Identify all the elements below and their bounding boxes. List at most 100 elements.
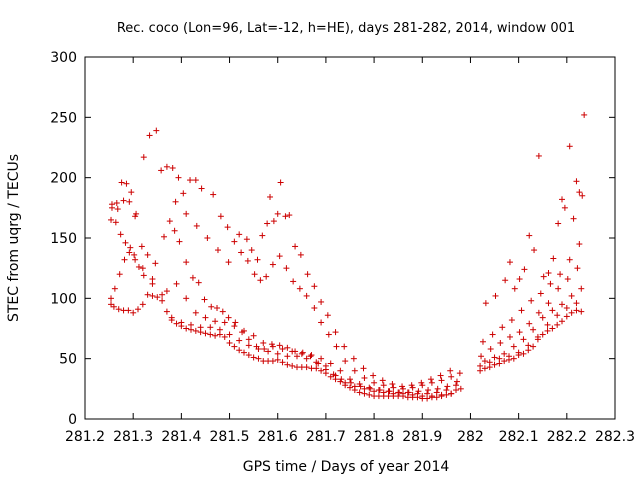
data-point xyxy=(528,297,535,304)
data-point xyxy=(277,179,284,186)
data-point xyxy=(341,343,348,350)
data-point xyxy=(477,362,484,369)
data-point xyxy=(257,277,264,284)
data-point xyxy=(216,326,223,333)
data-point xyxy=(161,233,168,240)
data-point xyxy=(192,309,199,316)
data-point xyxy=(198,185,205,192)
data-point xyxy=(453,382,459,389)
data-point xyxy=(390,390,397,397)
x-tick-label: 281.2 xyxy=(65,429,105,445)
data-point xyxy=(434,385,441,392)
data-point xyxy=(163,308,170,315)
data-point xyxy=(350,355,357,362)
data-point xyxy=(389,381,396,388)
data-point xyxy=(282,213,289,220)
x-axis-label: GPS time / Days of year 2014 xyxy=(243,459,450,475)
data-point xyxy=(123,180,130,187)
data-point xyxy=(149,276,156,283)
data-point xyxy=(570,215,577,222)
data-point xyxy=(152,260,159,267)
data-point xyxy=(360,365,367,372)
data-point xyxy=(303,355,310,362)
data-point xyxy=(557,271,564,278)
data-point xyxy=(366,391,373,398)
data-point xyxy=(559,301,565,308)
data-point xyxy=(197,324,204,331)
data-point xyxy=(544,321,551,328)
data-point xyxy=(269,261,276,268)
data-point xyxy=(566,256,573,263)
data-point xyxy=(183,325,190,332)
data-point xyxy=(554,321,561,328)
data-point xyxy=(208,303,215,310)
data-point xyxy=(564,276,571,283)
data-point xyxy=(386,388,393,395)
y-axis: 0 50 100 150 200 250 300 xyxy=(50,50,615,428)
data-point xyxy=(559,318,565,325)
data-point xyxy=(214,304,221,311)
data-point xyxy=(438,391,445,398)
data-point xyxy=(292,243,299,250)
data-point xyxy=(525,342,532,349)
x-tick-label: 281.8 xyxy=(354,429,394,445)
data-point xyxy=(192,177,199,184)
data-point xyxy=(356,389,363,396)
data-point xyxy=(254,256,261,263)
data-point xyxy=(226,339,233,346)
data-point xyxy=(516,329,523,336)
data-point xyxy=(120,197,127,204)
data-point xyxy=(183,259,190,266)
data-point xyxy=(535,152,542,159)
x-axis: 281.2 281.3 281.4 281.5 281.6 281.7 281.8 281.9… xyxy=(65,57,635,445)
data-point xyxy=(501,350,508,357)
data-point xyxy=(347,384,353,391)
data-point xyxy=(303,364,310,371)
data-point xyxy=(231,323,238,330)
data-point xyxy=(173,280,180,287)
data-point xyxy=(219,308,226,315)
data-point xyxy=(299,349,306,356)
data-point xyxy=(226,331,233,338)
data-point xyxy=(274,356,281,363)
data-point xyxy=(563,304,570,311)
data-point xyxy=(338,376,345,383)
data-point xyxy=(574,265,581,272)
data-point xyxy=(276,253,283,260)
data-point xyxy=(243,236,250,243)
data-point xyxy=(298,350,305,357)
data-point xyxy=(245,336,252,343)
y-tick-label: 0 xyxy=(68,412,77,428)
data-point xyxy=(261,346,268,353)
data-point xyxy=(491,354,498,361)
data-point xyxy=(259,232,266,239)
data-point xyxy=(139,301,146,308)
data-point xyxy=(193,222,200,229)
data-point xyxy=(481,365,488,372)
data-point xyxy=(427,376,434,383)
data-point xyxy=(303,292,310,299)
data-points xyxy=(108,111,588,402)
data-point xyxy=(202,314,209,321)
data-point xyxy=(265,348,272,355)
data-point xyxy=(153,127,160,134)
data-point xyxy=(380,382,387,389)
data-point xyxy=(370,372,377,379)
data-point xyxy=(176,238,183,245)
data-point xyxy=(390,384,397,391)
data-point xyxy=(347,376,353,383)
data-point xyxy=(173,320,180,327)
data-point xyxy=(478,353,485,360)
data-point xyxy=(297,251,304,258)
data-point xyxy=(479,338,486,345)
y-tick-label: 50 xyxy=(59,352,77,368)
data-point xyxy=(116,271,123,278)
data-point xyxy=(418,379,425,386)
data-point xyxy=(126,198,133,205)
data-point xyxy=(311,283,318,290)
data-point xyxy=(238,249,245,256)
data-point xyxy=(253,343,260,350)
data-point xyxy=(108,216,115,223)
data-point xyxy=(250,354,257,361)
data-point xyxy=(159,291,166,298)
